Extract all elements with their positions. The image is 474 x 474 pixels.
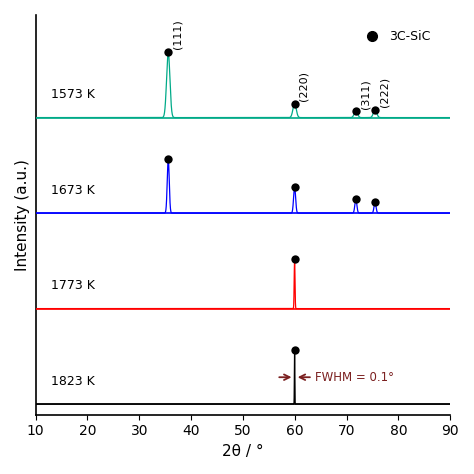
X-axis label: 2θ / °: 2θ / °: [222, 444, 264, 459]
Text: 1823 K: 1823 K: [51, 375, 95, 388]
Text: (111): (111): [173, 19, 182, 49]
Text: (220): (220): [299, 71, 309, 101]
Text: 1673 K: 1673 K: [51, 184, 95, 197]
Text: 1573 K: 1573 K: [51, 89, 95, 101]
Text: (222): (222): [379, 77, 389, 107]
Legend: 3C-SiC: 3C-SiC: [354, 25, 436, 48]
Text: (311): (311): [360, 79, 370, 109]
Text: FWHM = 0.1°: FWHM = 0.1°: [315, 371, 394, 384]
Text: 1773 K: 1773 K: [51, 280, 95, 292]
Y-axis label: Intensity (a.u.): Intensity (a.u.): [15, 159, 30, 271]
